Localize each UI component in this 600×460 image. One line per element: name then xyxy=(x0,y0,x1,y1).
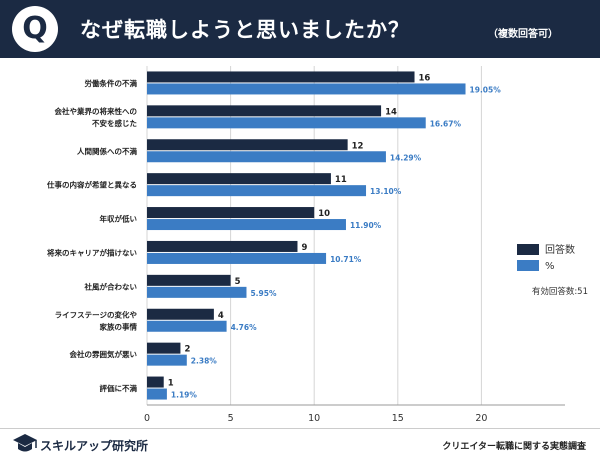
count-value-label: 11 xyxy=(335,175,347,185)
x-tick-label: 10 xyxy=(308,413,320,424)
percent-bar xyxy=(147,354,187,366)
percent-value-label: 2.38% xyxy=(191,357,218,366)
category-label: 将来のキャリアが描けない xyxy=(47,247,137,257)
count-bar xyxy=(147,240,298,252)
percent-value-label: 5.95% xyxy=(250,289,277,298)
count-bar xyxy=(147,173,331,185)
percent-bar xyxy=(147,286,247,298)
category-label: 評価に不満 xyxy=(100,383,138,393)
count-bar xyxy=(147,376,164,388)
category-label: 会社や業界の将来性への不安を感じた xyxy=(55,106,138,128)
x-axis: 0 5 10 15 20 xyxy=(144,404,565,424)
header-banner: Q なぜ転職しようと思いましたか？ （複数回答可） xyxy=(0,0,600,58)
count-value-label: 1 xyxy=(168,379,174,389)
percent-value-label: 11.90% xyxy=(350,221,382,230)
count-value-label: 12 xyxy=(352,141,364,151)
percent-bar xyxy=(147,185,367,197)
graduation-cap-icon xyxy=(13,434,37,452)
count-bar xyxy=(147,207,315,219)
count-value-label: 10 xyxy=(318,209,330,219)
category-label: ライフステージの変化や家族の事情 xyxy=(55,309,138,331)
percent-bar xyxy=(147,320,227,332)
category-label: 人間関係への不満 xyxy=(77,146,137,156)
count-bar xyxy=(147,71,415,83)
x-tick-label: 0 xyxy=(144,413,150,424)
count-bar xyxy=(147,308,214,320)
percent-bar xyxy=(147,219,346,231)
percent-value-label: 13.10% xyxy=(370,187,402,196)
legend-swatch-percent xyxy=(517,260,539,271)
legend-label-percent: % xyxy=(545,261,555,272)
count-bar xyxy=(147,342,181,354)
question-badge: Q xyxy=(12,6,58,52)
x-tick-label: 20 xyxy=(475,413,487,424)
category-label: 会社の雰囲気が悪い xyxy=(70,349,138,359)
legend-label-count: 回答数 xyxy=(545,243,575,256)
bar-chart: 労働条件の不満 1619.05%会社や業界の将来性への不安を感じた1416.67%… xyxy=(46,66,588,424)
percent-value-label: 4.76% xyxy=(231,323,258,332)
bars-layer xyxy=(147,71,466,400)
percent-value-label: 1.19% xyxy=(171,391,198,400)
page-subtitle: （複数回答可） xyxy=(488,29,558,40)
grid-layer xyxy=(146,66,482,405)
page-title: なぜ転職しようと思いましたか？ xyxy=(80,18,410,42)
percent-value-label: 10.71% xyxy=(330,255,362,264)
percent-bar xyxy=(147,252,327,264)
percent-value-label: 16.67% xyxy=(430,119,462,128)
legend-swatch-count xyxy=(517,244,539,255)
percent-bar xyxy=(147,388,167,400)
count-value-label: 4 xyxy=(218,311,224,321)
count-value-label: 14 xyxy=(385,107,397,117)
percent-value-label: 14.29% xyxy=(390,153,422,162)
logo-text: スキルアップ研究所 xyxy=(40,439,149,453)
percent-bar xyxy=(147,83,466,95)
count-value-label: 16 xyxy=(419,73,431,83)
count-bar xyxy=(147,105,382,117)
count-bar xyxy=(147,139,348,151)
category-label: 仕事の内容が希望と異なる xyxy=(46,180,137,190)
category-label: 労働条件の不満 xyxy=(85,78,138,88)
category-label: 社風が合わない xyxy=(84,281,138,291)
footer-divider xyxy=(0,428,600,429)
labels-layer: 労働条件の不満 1619.05%会社や業界の将来性への不安を感じた1416.67%… xyxy=(46,73,501,399)
x-tick-label: 5 xyxy=(228,413,234,424)
percent-bar xyxy=(147,117,426,129)
respondents-note: 有効回答数:51 xyxy=(532,286,588,297)
count-value-label: 5 xyxy=(235,277,241,287)
category-label: 年収が低い xyxy=(100,214,138,224)
percent-value-label: 19.05% xyxy=(470,85,502,94)
percent-bar xyxy=(147,151,386,163)
count-value-label: 9 xyxy=(301,243,307,253)
legend: 回答数% 有効回答数:51 xyxy=(517,243,588,297)
source-text: クリエイター転職に関する実態調査 xyxy=(442,442,586,452)
count-bar xyxy=(147,274,231,286)
count-value-label: 2 xyxy=(184,345,190,355)
x-tick-label: 15 xyxy=(392,413,404,424)
